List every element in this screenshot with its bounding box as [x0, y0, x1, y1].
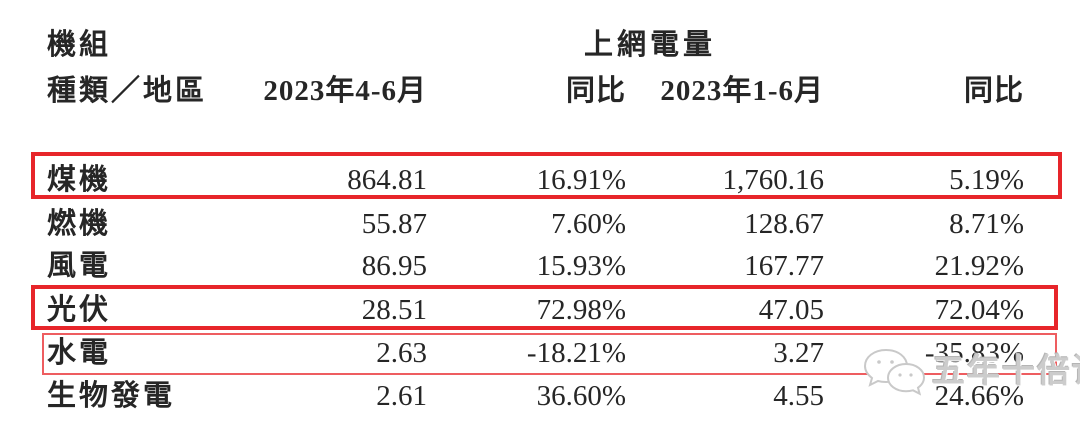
value-q2: 86.95: [361, 250, 427, 282]
value-h1: 167.77: [744, 250, 824, 282]
row-label: 燃機: [47, 208, 112, 240]
value-q2: 864.81: [347, 164, 427, 196]
row-label: 生物發電: [47, 380, 176, 412]
header-grid-electricity-group: 上網電量: [584, 29, 717, 61]
yoy-q2: -18.21%: [526, 337, 626, 369]
yoy-h1: 72.04%: [934, 294, 1024, 326]
value-q2: 28.51: [361, 294, 427, 326]
value-q2: 2.61: [376, 380, 427, 412]
yoy-q2: 7.60%: [551, 208, 626, 240]
value-h1: 128.67: [744, 208, 824, 240]
table-row-coal: 煤機 864.81 16.91% 1,760.16 5.19%: [0, 163, 1080, 197]
watermark-text: 五年十倍论: [932, 354, 1080, 390]
yoy-h1: -35.83%: [924, 337, 1024, 369]
value-h1: 4.55: [773, 380, 824, 412]
row-label: 水電: [47, 337, 112, 369]
yoy-q2: 15.93%: [536, 250, 626, 282]
header-2023-jan-jun: 2023年1-6月: [660, 75, 824, 107]
table-row-biomass: 生物發電 2.61 36.60% 4.55 24.66%: [0, 379, 1080, 413]
yoy-q2: 36.60%: [536, 380, 626, 412]
header-unit-type-line1: 機組: [47, 29, 112, 61]
value-q2: 2.63: [376, 337, 427, 369]
header-unit-type-line2: 種類／地區: [47, 75, 208, 107]
yoy-h1: 21.92%: [934, 250, 1024, 282]
table-row-wind: 風電 86.95 15.93% 167.77 21.92%: [0, 249, 1080, 283]
yoy-h1: 8.71%: [949, 208, 1024, 240]
value-h1: 3.27: [773, 337, 824, 369]
yoy-h1: 5.19%: [949, 164, 1024, 196]
row-label: 煤機: [47, 164, 112, 196]
yoy-q2: 16.91%: [536, 164, 626, 196]
table-row-solar: 光伏 28.51 72.98% 47.05 72.04%: [0, 293, 1080, 327]
table-row-gas: 燃機 55.87 7.60% 128.67 8.71%: [0, 207, 1080, 241]
value-h1: 1,760.16: [722, 164, 825, 196]
row-label: 風電: [47, 250, 112, 282]
header-yoy-h1: 同比: [963, 75, 1024, 107]
table-header-row-1: 機組 上網電量: [0, 28, 1080, 62]
header-2023-apr-jun: 2023年4-6月: [263, 75, 427, 107]
wechat-icon: [856, 346, 932, 398]
yoy-q2: 72.98%: [536, 294, 626, 326]
row-label: 光伏: [47, 294, 112, 326]
header-yoy-q2: 同比: [565, 75, 626, 107]
watermark: 五年十倍论: [856, 346, 1080, 398]
yoy-h1: 24.66%: [934, 380, 1024, 412]
table-header-row-2: 種類／地區 2023年4-6月 同比 2023年1-6月 同比: [0, 74, 1080, 108]
table-row-hydro: 水電 2.63 -18.21% 3.27 -35.83%: [0, 336, 1080, 370]
value-q2: 55.87: [361, 208, 427, 240]
value-h1: 47.05: [758, 294, 824, 326]
